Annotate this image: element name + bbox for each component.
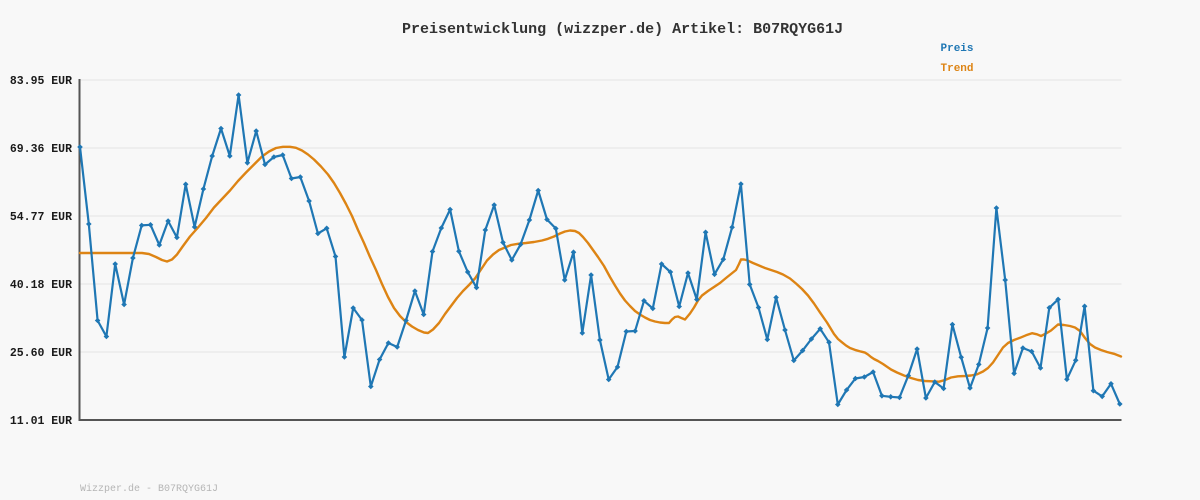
svg-text:Trend: Trend [941, 63, 974, 75]
svg-text:Wizzper.de - B07RQYG61J: Wizzper.de - B07RQYG61J [80, 483, 218, 495]
svg-text:83.95 EUR: 83.95 EUR [10, 75, 72, 88]
svg-text:69.36 EUR: 69.36 EUR [10, 143, 72, 156]
svg-text:54.77 EUR: 54.77 EUR [10, 211, 72, 224]
svg-text:Preisentwicklung (wizzper.de): Preisentwicklung (wizzper.de) Artikel: B… [402, 21, 843, 38]
svg-text:25.60 EUR: 25.60 EUR [10, 347, 72, 360]
svg-text:40.18 EUR: 40.18 EUR [10, 279, 72, 292]
svg-text:11.01 EUR: 11.01 EUR [10, 415, 72, 428]
svg-text:Preis: Preis [941, 43, 974, 55]
